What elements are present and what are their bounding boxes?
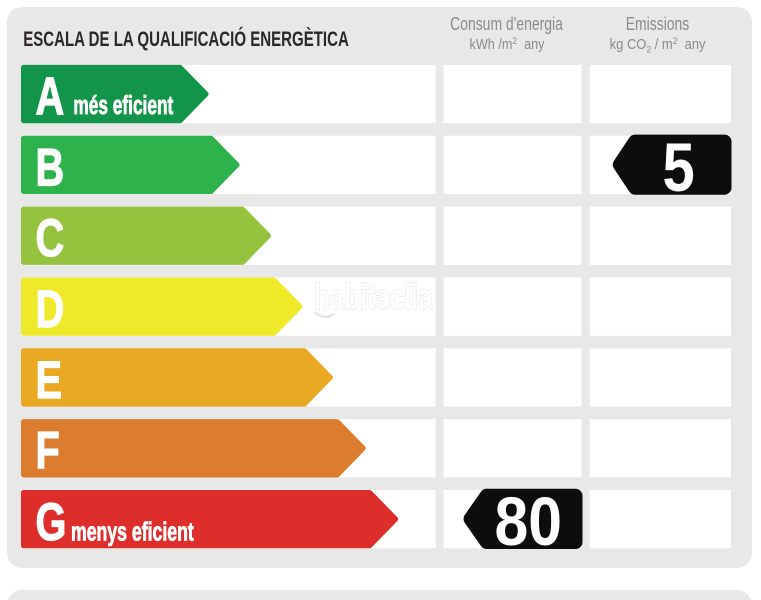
svg-text:E: E [36, 350, 63, 409]
svg-text:Consum d'energia: Consum d'energia [450, 14, 563, 34]
svg-text:D: D [36, 279, 65, 338]
svg-text:C: C [36, 209, 65, 268]
svg-text:kg CO2 / m2 any: kg CO2 / m2 any [610, 36, 706, 55]
svg-text:5: 5 [662, 128, 694, 206]
svg-text:B: B [36, 138, 65, 197]
svg-text:més eficient: més eficient [73, 90, 173, 119]
svg-text:G: G [36, 492, 67, 551]
svg-text:habitaclia: habitaclia [314, 275, 433, 317]
svg-text:80: 80 [495, 482, 563, 560]
svg-text:F: F [36, 421, 60, 480]
svg-text:A: A [36, 67, 65, 126]
svg-text:ESCALA DE LA QUALIFICACIÓ ENER: ESCALA DE LA QUALIFICACIÓ ENERGÈTICA [23, 26, 349, 50]
svg-text:menys eficient: menys eficient [71, 517, 194, 546]
svg-text:kWh /m2 any: kWh /m2 any [470, 36, 545, 53]
svg-text:Emissions: Emissions [626, 14, 690, 34]
